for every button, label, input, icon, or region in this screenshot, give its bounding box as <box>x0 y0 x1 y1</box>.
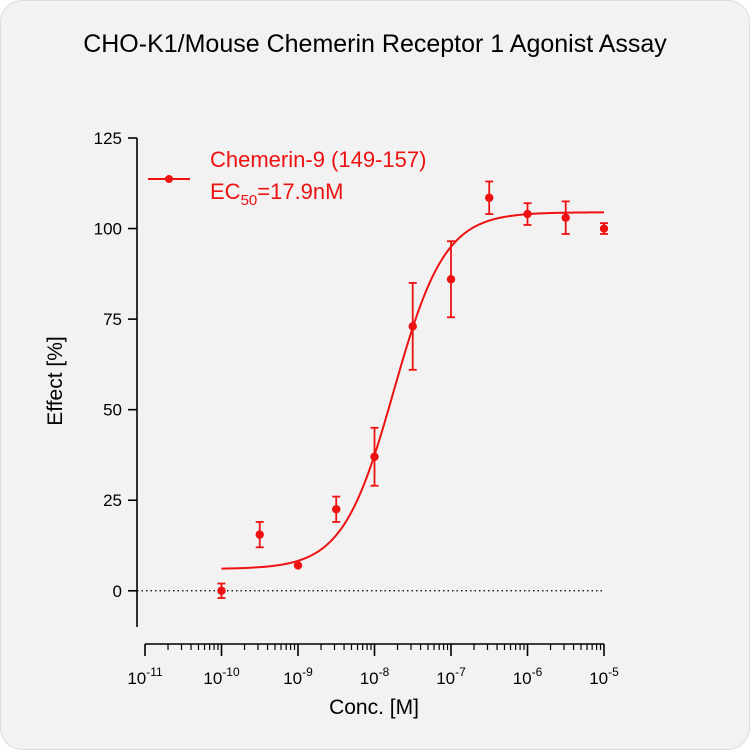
x-tick-base: 10 <box>513 669 532 688</box>
y-axis: 0 25 50 75 100 125 <box>94 129 138 627</box>
y-tick-label: 100 <box>94 220 122 239</box>
x-tick-base: 10 <box>589 669 608 688</box>
x-tick-exponent: -10 <box>222 665 240 679</box>
data-points <box>217 180 609 599</box>
x-axis: 10-11 10-10 10-9 10-8 10-7 10-6 10-5 <box>127 643 619 688</box>
data-point <box>370 452 379 461</box>
y-axis-label: Effect [%] <box>44 336 67 426</box>
y-tick-label: 0 <box>113 582 122 601</box>
y-tick-label: 25 <box>103 491 122 510</box>
legend-ec-sub: 50 <box>241 192 258 209</box>
x-tick-label: 10-11 <box>127 665 163 688</box>
x-tick-exponent: -7 <box>455 665 466 679</box>
x-tick-base: 10 <box>436 669 455 688</box>
legend-marker <box>165 175 173 183</box>
chart-title: CHO-K1/Mouse Chemerin Receptor 1 Agonist… <box>83 30 667 58</box>
data-point <box>523 209 532 219</box>
x-tick-exponent: -11 <box>146 665 163 679</box>
legend-series-name: Chemerin-9 (149-157) <box>210 147 426 172</box>
x-tick-exponent: -8 <box>379 665 390 679</box>
legend-ec50: EC50=17.9nM <box>210 179 343 209</box>
x-tick-base: 10 <box>360 669 379 688</box>
x-tick-label: 10-6 <box>513 665 543 688</box>
x-tick-exponent: -9 <box>302 665 313 679</box>
data-point <box>408 322 417 331</box>
x-tick-exponent: -6 <box>532 665 543 679</box>
data-point <box>599 224 609 233</box>
x-tick-label: 10-7 <box>436 665 466 688</box>
x-tick-base: 10 <box>127 669 146 688</box>
data-point <box>255 530 264 539</box>
x-tick-label: 10-10 <box>203 665 240 688</box>
y-tick-label: 75 <box>103 310 122 329</box>
y-tick-label: 125 <box>94 129 122 148</box>
fit-curve <box>221 211 605 570</box>
x-tick-base: 10 <box>203 669 222 688</box>
x-tick-label: 10-9 <box>283 665 313 688</box>
x-tick-label: 10-8 <box>360 665 390 688</box>
x-tick-label: 10-5 <box>589 665 619 688</box>
data-point <box>332 505 341 514</box>
x-tick-exponent: -5 <box>608 665 619 679</box>
x-tick-base: 10 <box>283 669 302 688</box>
data-point <box>561 213 570 222</box>
data-point <box>485 193 494 202</box>
data-point <box>446 275 456 284</box>
data-point <box>217 586 226 595</box>
legend: Chemerin-9 (149-157) EC50=17.9nM <box>148 147 426 209</box>
y-tick-label: 50 <box>103 401 122 420</box>
data-point <box>293 561 303 570</box>
x-axis-label: Conc. [M] <box>329 696 419 719</box>
legend-ec-value: =17.9nM <box>257 179 343 204</box>
legend-ec-prefix: EC <box>210 179 241 204</box>
